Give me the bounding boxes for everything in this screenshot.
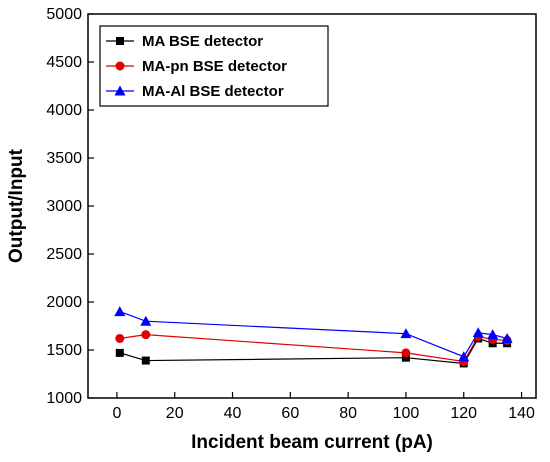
y-tick-label-5: 3500 [46,150,82,167]
y-tick-label-6: 4000 [46,102,82,119]
x-tick-label-0: 0 [112,405,121,422]
x-tick-label-7: 140 [508,405,535,422]
y-tick-label-3: 2500 [46,246,82,263]
legend-entries: MA BSE detector MA-pn BSE detector MA-Al B… [106,33,287,100]
y-tick-label-2: 2000 [46,294,82,311]
x-tick-label-6: 120 [450,405,477,422]
legend-marker-0 [116,37,124,45]
y-tick-label-8: 5000 [46,6,82,23]
legend-marker-1 [115,61,125,71]
data-point-s1-1 [141,330,151,340]
data-point-s2-3 [458,351,470,362]
y-tick-label-0: 1000 [46,390,82,407]
legend-box [99,25,329,107]
data-point-s1-0 [115,333,125,343]
x-axis-title: Incident beam current (pA) [191,432,433,453]
y-tick-label-1: 1500 [46,342,82,359]
series-line-2 [119,311,508,358]
x-tick-label-2: 40 [224,405,242,422]
legend-label-2: MA-Al BSE detector [142,83,284,100]
data-point-s0-1 [141,356,150,365]
y-axis-title: Output/Input [6,148,27,263]
legend-label-1: MA-pn BSE detector [142,58,287,75]
data-point-s2-1 [140,315,152,326]
x-tick-label-3: 60 [281,405,299,422]
data-point-s2-5 [487,329,499,340]
data-point-s2-6 [501,332,513,343]
y-tick-label-4: 3000 [46,198,82,215]
data-point-s0-2 [401,353,410,362]
x-tick-label-4: 80 [339,405,357,422]
data-point-s2-4 [472,327,484,338]
data-point-s2-0 [114,306,126,317]
series-line-1 [119,334,508,363]
x-tick-label-1: 20 [166,405,184,422]
series-lines [119,311,508,365]
data-point-s0-0 [115,348,124,357]
data-point-s1-2 [401,348,411,358]
legend-marker-2 [114,85,126,96]
axis-ticks: 0 20 40 60 80 100 120 140 1000 1500 2000 2500 3000 35… [46,6,535,422]
y-tick-label-7: 4500 [46,54,82,71]
data-point-s2-2 [400,328,412,339]
legend: MA BSE detector MA-pn BSE detector MA-Al B… [99,25,329,107]
series-markers [114,306,513,368]
x-tick-label-5: 100 [393,405,420,422]
legend-label-0: MA BSE detector [142,33,263,50]
